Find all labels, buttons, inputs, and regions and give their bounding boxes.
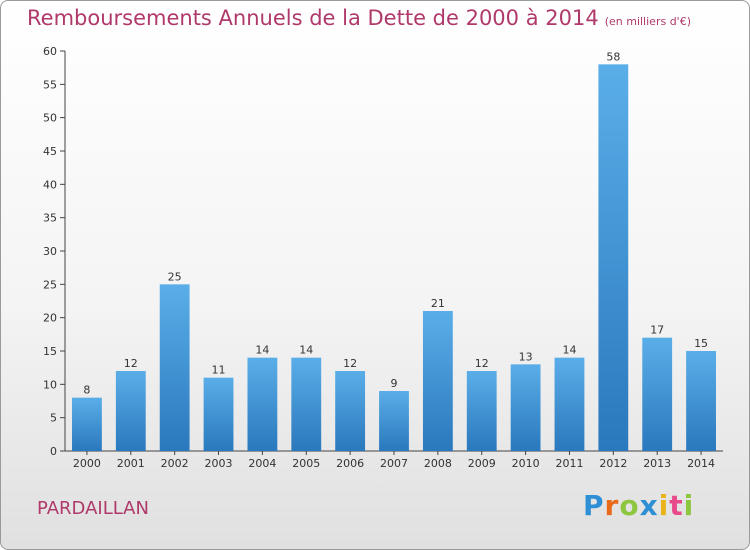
bar — [203, 377, 234, 451]
logo-letter: t — [669, 489, 684, 522]
chart-title: Remboursements Annuels de la Dette de 20… — [27, 6, 691, 30]
data-label: 14 — [255, 344, 269, 357]
bar — [422, 311, 453, 451]
data-label: 8 — [83, 384, 90, 397]
x-tick-label: 2014 — [687, 457, 715, 470]
x-tick-label: 2003 — [205, 457, 233, 470]
data-label: 13 — [519, 350, 533, 363]
logo-letter: x — [639, 489, 659, 522]
y-tick-label: 10 — [43, 378, 57, 391]
data-label: 12 — [124, 357, 138, 370]
x-tick-label: 2002 — [161, 457, 189, 470]
x-tick-label: 2013 — [643, 457, 671, 470]
bar — [554, 357, 585, 451]
x-tick-label: 2011 — [555, 457, 583, 470]
y-tick-label: 20 — [43, 312, 57, 325]
data-label: 21 — [431, 297, 445, 310]
y-tick-label: 40 — [43, 178, 57, 191]
y-tick-label: 50 — [43, 112, 57, 125]
y-tick-label: 35 — [43, 212, 57, 225]
x-tick-label: 2008 — [424, 457, 452, 470]
location-label: PARDAILLAN — [37, 498, 149, 519]
y-tick-label: 15 — [43, 345, 57, 358]
data-label: 11 — [212, 364, 226, 377]
logo-letter: i — [683, 489, 695, 522]
x-tick-label: 2004 — [248, 457, 276, 470]
chart-subtitle: (en milliers d'€) — [604, 15, 691, 28]
data-label: 15 — [694, 337, 708, 350]
data-label: 58 — [606, 50, 620, 63]
logo-letter: r — [604, 489, 620, 522]
bar — [379, 391, 409, 451]
x-tick-label: 2000 — [73, 457, 101, 470]
proxiti-logo: Proxiti — [583, 489, 694, 522]
logo-letter: i — [658, 489, 670, 522]
data-label: 14 — [562, 344, 576, 357]
y-tick-label: 60 — [43, 45, 57, 58]
bar — [598, 64, 629, 452]
bar — [686, 351, 716, 451]
bar — [642, 337, 673, 451]
title-text: Remboursements Annuels de la Dette de 20… — [27, 6, 599, 30]
y-tick-label: 25 — [43, 278, 57, 291]
bar — [510, 364, 541, 451]
bar — [291, 357, 322, 451]
y-tick-label: 0 — [50, 445, 57, 458]
x-tick-label: 2001 — [117, 457, 145, 470]
data-label: 9 — [391, 377, 398, 390]
data-label: 12 — [475, 357, 489, 370]
data-label: 14 — [299, 344, 313, 357]
bar — [247, 357, 278, 451]
bar — [335, 371, 366, 451]
bar — [159, 284, 190, 451]
data-label: 25 — [168, 270, 182, 283]
logo-letter: o — [619, 489, 640, 522]
bar — [466, 371, 497, 451]
x-tick-label: 2010 — [512, 457, 540, 470]
x-tick-label: 2007 — [380, 457, 408, 470]
logo-letter: P — [583, 489, 605, 522]
y-tick-label: 45 — [43, 145, 57, 158]
bar — [72, 397, 102, 451]
x-tick-label: 2006 — [336, 457, 364, 470]
y-tick-label: 5 — [50, 412, 57, 425]
x-tick-label: 2009 — [468, 457, 496, 470]
x-tick-label: 2005 — [292, 457, 320, 470]
y-tick-label: 30 — [43, 245, 57, 258]
bar — [115, 371, 146, 451]
data-label: 12 — [343, 357, 357, 370]
x-tick-label: 2012 — [599, 457, 627, 470]
data-label: 17 — [650, 324, 664, 337]
y-tick-label: 55 — [43, 78, 57, 91]
